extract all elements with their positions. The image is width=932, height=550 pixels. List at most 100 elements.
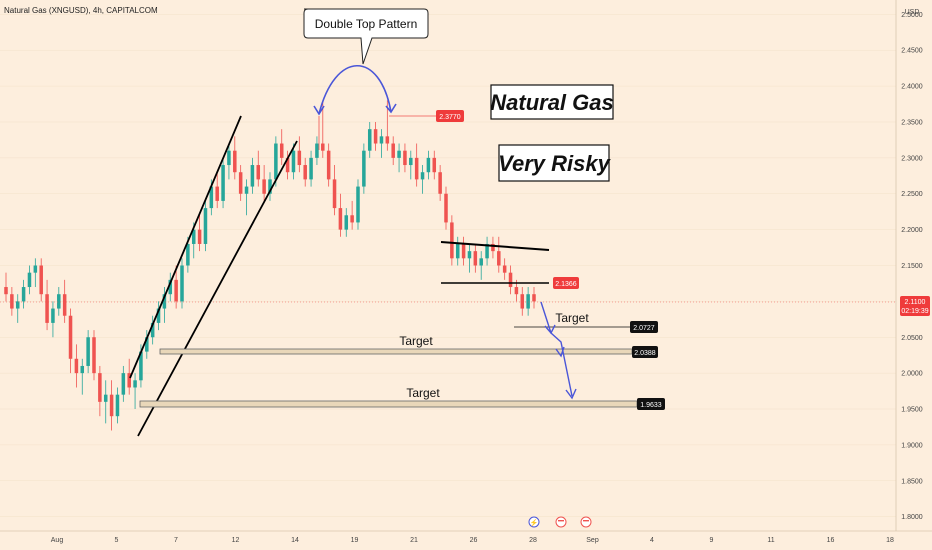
candle-body — [438, 172, 442, 194]
candle-body — [57, 294, 61, 309]
candle-body — [391, 143, 395, 158]
target3-price-tag — [637, 398, 665, 410]
x-tick-label: 9 — [710, 537, 714, 544]
double-top-arc — [318, 64, 392, 115]
candle-body — [39, 265, 43, 295]
grid — [0, 14, 896, 517]
double-top-label: Double Top Pattern — [315, 17, 418, 31]
candle-body — [397, 150, 401, 158]
y-tick-label: 1.8000 — [901, 514, 923, 521]
candle-body — [350, 215, 354, 223]
price-axis[interactable] — [896, 0, 932, 550]
candle-body — [103, 394, 108, 402]
candle-body — [180, 265, 184, 302]
y-tick-label: 2.3500 — [901, 119, 923, 126]
y-tick-label: 1.8500 — [901, 478, 923, 485]
title-box-text: Natural Gas — [490, 90, 614, 115]
candle-body — [338, 208, 343, 230]
candle-body — [426, 157, 431, 173]
us-flag-icon[interactable] — [555, 516, 567, 528]
candle-body — [250, 165, 255, 187]
target1-price-tag — [630, 321, 658, 333]
candle-body — [227, 150, 231, 166]
candle-body — [303, 165, 307, 180]
candle-body — [297, 150, 302, 166]
candle-body — [508, 272, 513, 288]
flag-line-top — [440, 241, 550, 251]
candle-body — [432, 157, 437, 173]
x-tick-label: 18 — [886, 537, 894, 544]
y-tick-label: 2.1500 — [901, 263, 923, 270]
candle-body — [420, 172, 425, 180]
us-flag-icon-2[interactable] — [580, 516, 592, 528]
projection-arrow-1 — [544, 324, 556, 335]
candle-body — [502, 265, 507, 273]
candle-body — [526, 294, 530, 309]
symbol-title: Natural Gas (XNGUSD), 4h, CAPITALCOM — [4, 6, 158, 15]
candle-body — [80, 365, 85, 374]
double-top-callout[interactable]: Double Top Pattern — [303, 8, 429, 65]
candle-body — [455, 243, 460, 259]
time-axis-ticks: Aug 5 7 12 14 19 21 26 28 Sep 4 9 11 16 18 — [51, 537, 894, 544]
x-tick-label: Sep — [586, 537, 599, 544]
candle-body — [92, 337, 96, 374]
candle-body — [385, 136, 390, 144]
candle-body — [133, 380, 137, 388]
candle-body — [321, 143, 325, 151]
candle-body — [203, 208, 208, 244]
y-tick-label: 2.0000 — [901, 371, 923, 378]
x-tick-label: 4 — [650, 537, 654, 544]
y-tick-label: 2.2000 — [901, 227, 923, 234]
lightning-event-icon[interactable] — [528, 516, 540, 528]
candle-body — [27, 272, 32, 288]
candle-body — [256, 165, 261, 180]
candle-body — [4, 287, 8, 295]
x-tick-label: 14 — [291, 537, 299, 544]
candle-body — [215, 186, 219, 201]
y-tick-label: 2.4000 — [901, 84, 923, 91]
candle-body — [491, 243, 495, 252]
x-tick-label: 26 — [470, 537, 478, 544]
x-tick-label: 28 — [529, 537, 537, 544]
candle-body — [15, 301, 20, 309]
candle-body — [444, 193, 448, 223]
candle-body — [162, 294, 167, 309]
candle-body — [373, 129, 378, 144]
candle-body — [479, 258, 483, 266]
projection-arrow-2 — [555, 346, 565, 358]
us-flag-stripe — [558, 520, 564, 522]
candle-body — [109, 394, 114, 417]
candle-body — [209, 186, 214, 209]
candle-body — [238, 172, 243, 194]
candle-body — [356, 186, 360, 223]
price-axis-ticks: 2.5000 2.4500 2.4000 2.3500 2.3000 2.2500 2.20… — [901, 12, 923, 521]
target3-label: Target — [406, 386, 440, 400]
candle-body — [414, 157, 419, 180]
breakdown-price-tag-text: 2.1366 — [555, 281, 577, 288]
candle-body — [514, 287, 519, 295]
candle-body — [461, 243, 466, 259]
candle-body — [33, 265, 38, 273]
y-tick-label: 2.3000 — [901, 155, 923, 162]
candle-body — [467, 251, 472, 259]
candle-body — [268, 179, 272, 194]
channel-line-lower — [137, 140, 298, 437]
candle-body — [45, 294, 49, 323]
target1-price-tag-text: 2.0727 — [633, 325, 655, 332]
candle-body — [279, 143, 284, 158]
candle-body — [145, 337, 149, 352]
y-tick-label: 2.5000 — [901, 12, 923, 19]
y-tick-label: 2.4500 — [901, 48, 923, 55]
candle-body — [156, 308, 161, 323]
candle-body — [344, 215, 349, 230]
y-tick-label: 1.9500 — [901, 407, 923, 414]
x-tick-label: 16 — [827, 537, 835, 544]
target2-price-tag-text: 2.0388 — [634, 350, 656, 357]
lightning-glyph-icon: ⚡ — [530, 518, 539, 527]
y-tick-label: 1.9000 — [901, 442, 923, 449]
candle-body — [62, 294, 67, 316]
projection-arrow-3 — [565, 388, 577, 400]
candle-body — [291, 150, 296, 173]
